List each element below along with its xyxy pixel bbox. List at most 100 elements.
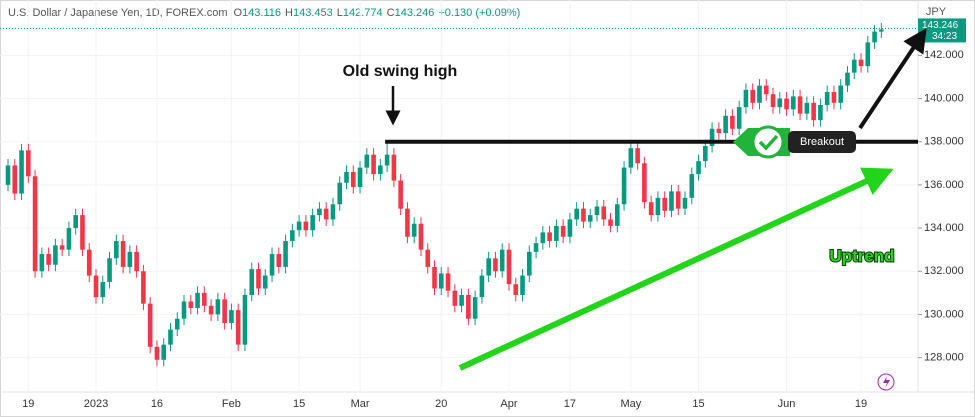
candle-body <box>554 225 559 242</box>
candle-body <box>520 275 525 295</box>
x-tick-label: 20 <box>435 398 447 410</box>
candle-body <box>188 301 194 308</box>
candle-body <box>770 94 776 108</box>
x-tick-label: 19 <box>855 398 867 410</box>
h-label: H <box>285 7 293 19</box>
candle-body <box>642 163 647 203</box>
x-tick-label: 17 <box>564 398 576 410</box>
candle-body <box>249 269 255 295</box>
candle-body <box>797 96 803 114</box>
header: U.S. Dollar / Japanese Yen, 1D, FOREX.co… <box>8 7 520 19</box>
y-tick-label: 138.000 <box>924 136 964 148</box>
candle-body <box>364 154 370 168</box>
y-tick-label: 128.000 <box>924 352 964 364</box>
candle-body <box>276 253 282 267</box>
o-value: 143.116 <box>242 7 281 19</box>
currency: JPY <box>926 6 947 18</box>
symbol-title: U.S. Dollar / Japanese Yen, 1D, FOREX.co… <box>8 7 228 19</box>
candle-body <box>493 258 498 272</box>
candle-body <box>824 92 830 105</box>
candle-body <box>59 245 65 250</box>
y-tick-label: 142.000 <box>924 49 964 61</box>
event-bolt <box>883 376 890 388</box>
candle-body <box>107 258 112 283</box>
candle-body <box>66 228 72 250</box>
candle-body <box>350 171 356 188</box>
candle-body <box>831 92 837 103</box>
candle-body <box>811 102 816 121</box>
candle-body <box>323 208 329 220</box>
candle-body <box>141 271 146 304</box>
candle-body <box>12 165 18 194</box>
x-tick-label: May <box>620 398 641 410</box>
y-tick-label: 134.000 <box>924 222 964 234</box>
candle-body <box>202 292 207 306</box>
candle-body <box>540 232 546 244</box>
candle-body <box>391 154 397 181</box>
candle-body <box>750 89 755 103</box>
last-price-label: 143.246 <box>922 20 959 31</box>
y-tick-label: 130.000 <box>924 308 964 320</box>
uptrend-arrow <box>458 167 894 371</box>
candle-body <box>655 197 661 216</box>
swing-high-label: Old swing high <box>343 63 458 80</box>
candle-body <box>784 98 789 110</box>
x-tick-label: 16 <box>151 398 163 410</box>
candle-body <box>587 215 593 222</box>
candle-body <box>879 29 884 32</box>
candle-body <box>621 167 627 205</box>
change: +0.130 (+0.09%) <box>438 7 520 19</box>
candle-body <box>581 208 586 222</box>
candle-body <box>594 206 600 216</box>
check-mark <box>758 134 779 151</box>
candle-body <box>303 221 309 231</box>
candle-body <box>93 275 99 298</box>
candle-body <box>5 165 11 185</box>
candle-body <box>574 208 579 220</box>
candle-body <box>229 310 234 324</box>
candle-body <box>154 346 160 360</box>
candle-body <box>432 266 437 289</box>
candle-body <box>222 299 227 324</box>
breakout-label: Breakout <box>800 136 844 148</box>
candle-body <box>709 128 715 147</box>
candle-body <box>682 197 688 209</box>
candle-body <box>838 85 844 103</box>
candle-body <box>608 219 613 226</box>
candle-body <box>804 102 810 114</box>
breakout-arrow <box>858 28 927 130</box>
y-tick-label: 140.000 <box>924 92 964 104</box>
candle-body <box>114 241 119 259</box>
candle-body <box>215 299 221 315</box>
candle-body <box>466 295 471 319</box>
x-tick-label: 15 <box>293 398 305 410</box>
o-label: O <box>234 7 243 19</box>
x-tick-label: 2023 <box>84 398 108 410</box>
c-label: C <box>387 7 395 19</box>
candle-body <box>777 98 783 108</box>
candle-body <box>80 215 85 250</box>
candle-body <box>601 206 607 220</box>
candle-body <box>208 305 214 315</box>
x-tick-label: 19 <box>22 398 34 410</box>
candle-body <box>547 232 552 242</box>
candle-body <box>872 31 877 43</box>
y-tick-label: 136.000 <box>924 179 964 191</box>
candle-body <box>120 241 126 267</box>
candle-body <box>703 146 708 162</box>
candle-body <box>635 148 640 164</box>
candle-body <box>32 176 38 272</box>
candle-body <box>100 282 106 298</box>
candle-body <box>296 221 302 231</box>
candle-body <box>472 297 478 319</box>
candle-body <box>865 42 871 67</box>
candle-body <box>628 148 634 168</box>
candle-body <box>378 165 383 175</box>
candle-body <box>513 284 519 295</box>
x-tick-label: Feb <box>222 398 241 410</box>
candle-body <box>560 225 566 237</box>
candle-body <box>445 273 451 291</box>
candle-body <box>486 258 491 276</box>
x-tick-label: 15 <box>692 398 704 410</box>
uptrend-label: Uptrend <box>829 246 894 265</box>
